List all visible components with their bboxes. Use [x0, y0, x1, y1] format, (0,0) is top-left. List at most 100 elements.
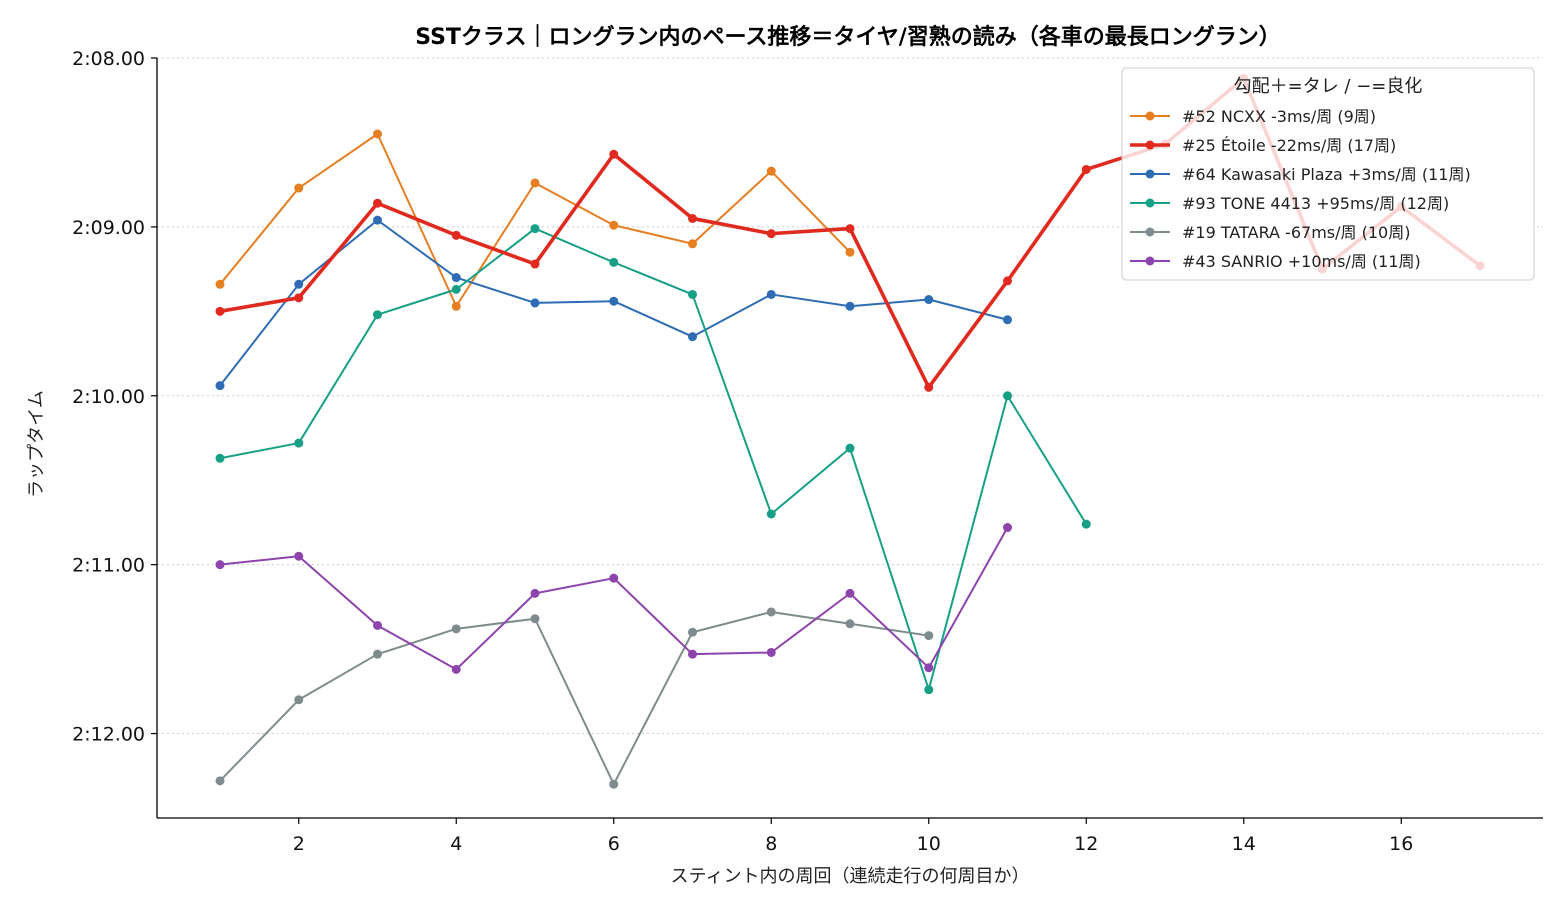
data-point: [1003, 276, 1012, 286]
data-point: [294, 438, 304, 448]
series-group: [215, 215, 1012, 391]
data-point: [373, 215, 382, 225]
data-point: [294, 279, 304, 289]
data-point: [373, 310, 382, 320]
y-tick-label: 2:09.00: [72, 217, 145, 239]
x-tick-label: 6: [608, 833, 620, 855]
y-tick-label: 2:08.00: [72, 48, 145, 70]
legend-swatch-marker: [1145, 140, 1155, 150]
data-point: [924, 685, 934, 695]
data-point: [451, 301, 461, 311]
data-point: [688, 239, 697, 249]
data-point: [215, 560, 225, 570]
series-group: [215, 224, 1091, 695]
series-group: [215, 523, 1012, 674]
data-point: [1081, 164, 1091, 174]
data-point: [530, 178, 540, 188]
ticks: 2:08.00 2:09.00 2:10.00 2:11.00 2:12.00 2 4 6 8 1…: [72, 48, 1413, 855]
chart-title: SSTクラス｜ロングラン内のペース推移＝タイヤ/習熟の読み（各車の最長ロングラン…: [415, 24, 1281, 50]
data-point: [609, 257, 619, 267]
x-tick-label: 14: [1232, 833, 1256, 855]
data-point: [609, 296, 619, 306]
legend-title: 勾配＋=タレ / −=良化: [1234, 76, 1423, 97]
x-tick-label: 8: [765, 833, 777, 855]
data-point: [451, 284, 461, 294]
legend: 勾配＋=タレ / −=良化 #52 NCXX -3ms/周 (9周) #25 Éto…: [1121, 67, 1535, 281]
legend-item-label: #64 Kawasaki Plaza +3ms/周 (11周): [1182, 165, 1471, 184]
legend-item-label: #52 NCXX -3ms/周 (9周): [1182, 107, 1376, 126]
legend-item-label: #93 TONE 4413 +95ms/周 (12周): [1182, 194, 1449, 213]
data-point: [1003, 391, 1012, 401]
legend-swatch-marker: [1145, 111, 1155, 121]
data-point: [530, 298, 540, 308]
data-point: [766, 647, 776, 657]
data-point: [766, 229, 776, 239]
data-point: [373, 620, 382, 630]
legend-swatch-marker: [1145, 256, 1155, 266]
data-point: [215, 279, 225, 289]
data-point: [609, 779, 619, 789]
legend-swatch-marker: [1145, 169, 1155, 179]
data-point: [451, 664, 461, 674]
series-group: [215, 607, 934, 789]
data-point: [530, 259, 540, 269]
x-tick-label: 2: [293, 833, 305, 855]
data-point: [1003, 315, 1012, 325]
data-point: [924, 663, 934, 673]
data-point: [845, 224, 855, 234]
data-point: [609, 220, 619, 230]
data-point: [215, 776, 225, 786]
data-point: [609, 573, 619, 583]
data-point: [451, 230, 461, 240]
data-point: [373, 649, 382, 659]
series-group: [215, 129, 855, 311]
x-tick-label: 12: [1074, 833, 1098, 855]
data-point: [766, 289, 776, 299]
data-point: [924, 631, 934, 641]
series-line: [219, 610, 929, 786]
data-point: [530, 224, 540, 234]
data-point: [688, 289, 697, 299]
x-axis-label: スティント内の周回（連続走行の何周目か）: [671, 866, 1030, 887]
data-point: [845, 588, 855, 598]
data-point: [215, 306, 225, 316]
y-tick-label: 2:11.00: [72, 555, 145, 577]
legend-box: [1121, 67, 1535, 281]
data-point: [1003, 523, 1012, 533]
legend-swatch-marker: [1145, 227, 1155, 237]
series-layer: [215, 73, 1485, 789]
data-point: [924, 295, 934, 305]
data-point: [294, 695, 304, 705]
data-point: [845, 443, 855, 453]
data-point: [294, 551, 304, 561]
data-point: [530, 614, 540, 624]
data-point: [530, 588, 540, 598]
x-tick-label: 10: [917, 833, 941, 855]
data-point: [924, 382, 934, 392]
x-tick-label: 4: [450, 833, 462, 855]
data-point: [609, 149, 619, 159]
data-point: [688, 627, 697, 637]
data-point: [215, 381, 225, 391]
data-point: [845, 247, 855, 257]
legend-item-label: #19 TATARA -67ms/周 (10周): [1182, 223, 1410, 242]
data-point: [215, 453, 225, 463]
data-point: [766, 607, 776, 617]
data-point: [294, 183, 304, 193]
data-point: [688, 213, 697, 223]
data-point: [451, 624, 461, 634]
series-line: [219, 227, 1088, 691]
series-line: [219, 527, 1009, 671]
legend-item-label: #43 SANRIO +10ms/周 (11周): [1182, 252, 1421, 271]
data-point: [688, 649, 697, 659]
data-point: [845, 301, 855, 311]
y-tick-label: 2:12.00: [72, 724, 145, 746]
data-point: [373, 198, 382, 208]
data-point: [451, 273, 461, 283]
y-axis-label: ラップタイム: [26, 390, 47, 498]
data-point: [766, 166, 776, 176]
legend-swatch-marker: [1145, 198, 1155, 208]
data-point: [766, 509, 776, 519]
